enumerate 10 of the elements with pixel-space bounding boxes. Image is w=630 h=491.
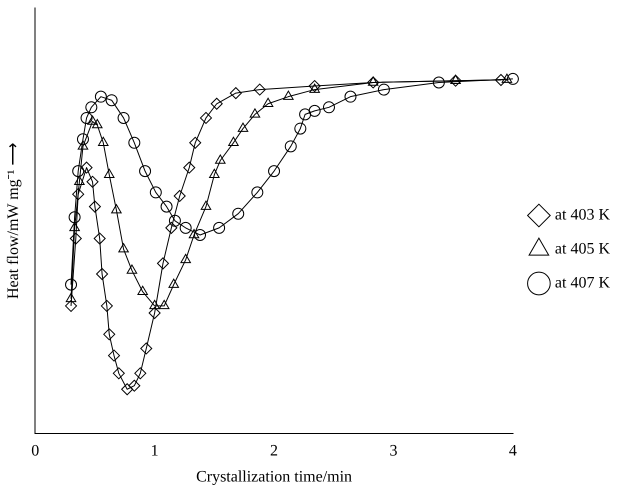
legend-label: at 403 K xyxy=(554,206,610,224)
x-axis-title: Crystallization time/min xyxy=(196,468,352,486)
y-axis-title: Heat flow/mW mg⁻¹ ⟶ xyxy=(4,142,22,300)
x-tick-label: 2 xyxy=(270,442,278,460)
legend-label: at 405 K xyxy=(554,240,610,258)
x-tick-label: 3 xyxy=(389,442,398,460)
x-tick-label: 4 xyxy=(508,442,517,460)
x-tick-label: 0 xyxy=(31,442,40,460)
x-tick-label: 1 xyxy=(150,442,159,460)
legend-label: at 407 K xyxy=(554,274,610,292)
